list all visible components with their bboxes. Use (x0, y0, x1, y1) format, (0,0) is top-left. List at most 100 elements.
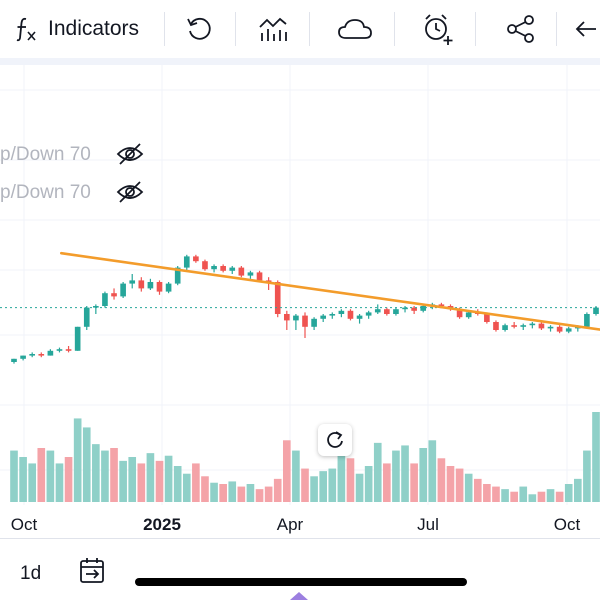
price-chart[interactable] (0, 65, 600, 512)
volume-bar (19, 457, 27, 502)
volume-bar (37, 448, 46, 502)
volume-bar (555, 491, 564, 502)
volume-bar (492, 486, 500, 502)
share-button[interactable] (503, 8, 539, 50)
candle-body (74, 326, 81, 351)
volume-bar (10, 450, 18, 502)
divider (394, 12, 395, 46)
interval-button[interactable]: 1d (20, 563, 42, 584)
volume-bar (328, 468, 337, 502)
x-axis-label: Oct (10, 515, 38, 534)
candle-body (420, 306, 427, 311)
candle-body (384, 309, 390, 314)
volume-bar (364, 466, 373, 502)
reset-icon (327, 431, 343, 448)
candle-body (65, 349, 72, 351)
volume-bar (64, 457, 73, 502)
volume-bar (373, 442, 382, 502)
candle-body (265, 280, 272, 282)
cloud-save-button[interactable] (334, 8, 376, 50)
toolbar-divider (0, 58, 600, 65)
candle-body (584, 314, 590, 327)
candle-body (29, 354, 36, 356)
candle-body (411, 307, 417, 311)
divider (235, 12, 236, 46)
candle-body (311, 318, 317, 327)
volume-bar (192, 463, 200, 502)
candle-body (438, 304, 445, 306)
volume-bar (537, 491, 546, 502)
bar-chart-icon (259, 17, 287, 41)
indicator-name: p/Down 70 (0, 182, 91, 203)
volume-bar (237, 486, 246, 502)
volume-bar (219, 484, 227, 502)
chart-grid (0, 65, 600, 505)
volume-bar (28, 463, 37, 502)
candle-body (93, 306, 99, 308)
candle-body (120, 283, 126, 297)
candle-body (493, 322, 499, 330)
candle-body (529, 323, 536, 326)
candle-body (365, 312, 372, 316)
volume-bar (346, 458, 355, 502)
candle-body (165, 283, 172, 292)
candle-body (129, 280, 136, 284)
volume-bar (264, 486, 273, 502)
cloud-icon (338, 19, 372, 39)
volume-bar (410, 463, 418, 502)
candle-body (193, 256, 199, 262)
volume-bar (383, 463, 391, 502)
candle-body (511, 325, 517, 327)
candle-body (238, 267, 245, 276)
volume-bar (92, 444, 100, 502)
volume-bar (246, 484, 255, 502)
volume-bar (583, 450, 591, 502)
volume-bar (501, 489, 509, 502)
candle-body (56, 349, 63, 351)
top-toolbar: Indicators (0, 0, 600, 58)
volume-bar (210, 482, 218, 502)
candle-body (465, 312, 472, 318)
undo-button[interactable] (180, 8, 218, 50)
indicators-label: Indicators (48, 17, 140, 40)
candle-body (211, 266, 217, 270)
volume-bar (282, 440, 291, 502)
candle-body (393, 309, 399, 314)
legend-row-2[interactable]: p/Down 70 (0, 178, 144, 208)
volume-bar (228, 481, 237, 502)
calendar-arrow-icon[interactable] (78, 556, 108, 586)
volume-bar (510, 491, 518, 502)
sheet-handle[interactable] (290, 592, 308, 600)
volume-bar (446, 466, 455, 502)
back-button[interactable] (572, 8, 600, 50)
chart-type-button[interactable] (254, 8, 292, 50)
volume-bar (55, 463, 64, 502)
eye-off-icon[interactable] (116, 180, 144, 204)
x-axis-label: 2025 (143, 515, 181, 534)
candle-body (356, 315, 363, 319)
volume-bar (455, 468, 464, 502)
volume-bar (401, 445, 409, 502)
volume-bar (337, 450, 346, 502)
candle-body (556, 326, 563, 332)
volume-bar (73, 418, 82, 502)
volume-bar (128, 457, 137, 502)
candle-body (293, 315, 299, 321)
volume-bar (155, 460, 164, 502)
chart-overlay (0, 251, 600, 331)
indicator-name: p/Down 70 (0, 144, 91, 165)
legend-row-1[interactable]: p/Down 70 (0, 140, 144, 170)
candle-body (174, 267, 181, 284)
back-arrow-icon (575, 21, 596, 37)
indicators-button[interactable]: Indicators (14, 8, 139, 50)
add-alert-button[interactable] (418, 8, 458, 50)
eye-off-icon[interactable] (116, 142, 144, 166)
reset-chart-button[interactable] (318, 424, 352, 456)
candle-body (156, 282, 163, 292)
volume-bar (319, 471, 328, 502)
volume-bar (182, 473, 191, 502)
candle-body (520, 325, 527, 327)
x-axis-label: Oct (553, 515, 581, 534)
volume-bar (310, 476, 318, 502)
candle-body (247, 272, 254, 276)
